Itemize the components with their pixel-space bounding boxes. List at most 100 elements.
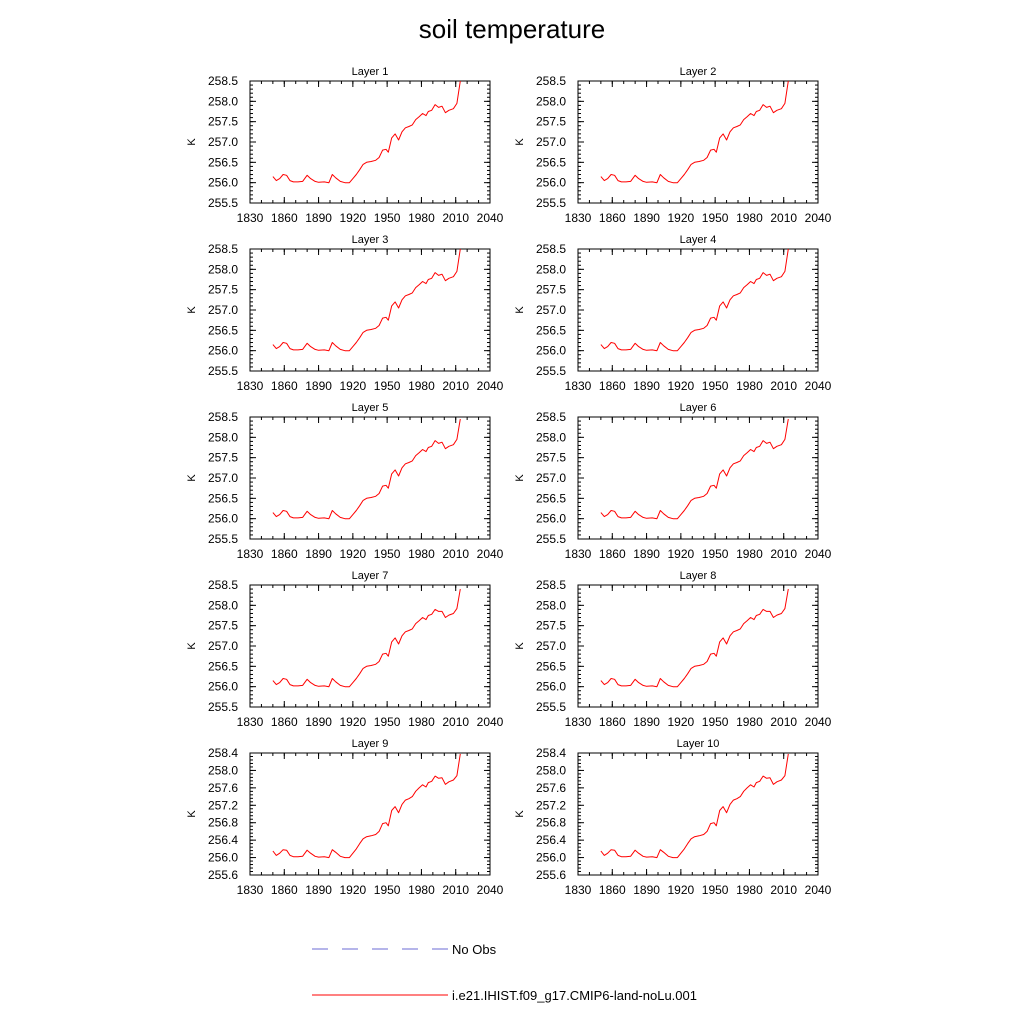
x-tick-label: 1980: [736, 883, 763, 897]
panel-title: Layer 4: [680, 234, 717, 246]
x-tick-label: 1890: [633, 379, 660, 393]
series-line: [272, 248, 461, 352]
y-tick-label: 256.5: [536, 155, 566, 169]
y-tick-label: 256.0: [536, 344, 566, 358]
y-tick-label: 255.5: [536, 700, 566, 714]
x-tick-label: 1920: [340, 883, 367, 897]
y-tick-label: 256.5: [536, 491, 566, 505]
x-tick-label: 1890: [633, 547, 660, 561]
series-line: [600, 248, 789, 352]
y-tick-label: 257.2: [208, 798, 238, 812]
x-tick-label: 1830: [237, 211, 264, 225]
panel-title: Layer 10: [677, 738, 720, 750]
y-tick-label: 257.5: [536, 115, 566, 129]
panel-5: Layer 5 K 258.5 258.0 257.5 257.0 256.5 256.0 25…: [186, 402, 504, 561]
x-tick-label: 2010: [442, 379, 469, 393]
x-tick-label: 1980: [736, 547, 763, 561]
y-tick-label: 256.5: [536, 659, 566, 673]
plot-frame: [577, 248, 819, 372]
plot-frame: [249, 416, 491, 540]
y-tick-label: 258.0: [536, 763, 566, 777]
x-tick-label: 1950: [702, 547, 729, 561]
legend-swatch-no-obs: [312, 948, 448, 950]
y-tick-label: 256.8: [536, 816, 566, 830]
panel-2: Layer 2 K 258.5 258.0 257.5 257.0 256.5 256.0 25…: [514, 66, 832, 225]
y-tick-label: 255.5: [208, 364, 238, 378]
x-tick-label: 1830: [237, 547, 264, 561]
x-tick-label: 1860: [271, 715, 298, 729]
x-tick-label: 1860: [271, 547, 298, 561]
y-tick-label: 258.0: [208, 598, 238, 612]
x-tick-label: 1860: [271, 379, 298, 393]
x-tick-label: 2040: [477, 211, 504, 225]
y-tick-label: 257.0: [208, 135, 238, 149]
plot-frame: [249, 584, 491, 708]
x-tick-label: 2040: [477, 883, 504, 897]
y-tick-label: 257.0: [536, 639, 566, 653]
panel-title: Layer 9: [352, 738, 389, 750]
x-tick-label: 1890: [305, 211, 332, 225]
y-tick-label: 258.4: [536, 746, 566, 760]
y-tick-label: 258.5: [208, 578, 238, 592]
x-tick-label: 1950: [702, 883, 729, 897]
y-tick-label: 256.5: [536, 323, 566, 337]
y-tick-label: 256.0: [208, 512, 238, 526]
panel-4: Layer 4 K 258.5 258.0 257.5 257.0 256.5 256.0 25…: [514, 234, 832, 393]
y-tick-label: 255.5: [208, 196, 238, 210]
series-line: [272, 589, 461, 688]
panel-title: Layer 5: [352, 402, 389, 414]
x-tick-label: 2040: [805, 379, 832, 393]
x-tick-label: 1890: [305, 379, 332, 393]
y-tick-label: 256.5: [208, 155, 238, 169]
y-tick-label: 256.0: [536, 176, 566, 190]
x-tick-label: 1950: [374, 379, 401, 393]
y-tick-label: 256.5: [208, 659, 238, 673]
x-tick-label: 1830: [565, 883, 592, 897]
y-tick-label: 256.0: [208, 344, 238, 358]
y-tick-label: 258.5: [536, 410, 566, 424]
x-tick-label: 1920: [340, 715, 367, 729]
panel-9: Layer 9 K 258.4 258.0 257.6 257.2 256.8 256.4 25…: [186, 738, 504, 897]
y-tick-label: 256.0: [536, 680, 566, 694]
y-tick-label: 257.5: [208, 451, 238, 465]
y-tick-label: 257.0: [536, 303, 566, 317]
y-tick-label: 256.4: [208, 833, 238, 847]
y-tick-label: 257.5: [536, 619, 566, 633]
plot-frame: [577, 752, 819, 876]
plot-frame: [577, 584, 819, 708]
x-tick-label: 1920: [340, 547, 367, 561]
y-axis-label: K: [186, 474, 198, 482]
x-tick-label: 1950: [702, 379, 729, 393]
y-tick-label: 257.0: [536, 135, 566, 149]
x-tick-label: 1950: [374, 715, 401, 729]
panel-title: Layer 2: [680, 66, 717, 78]
x-tick-label: 2010: [442, 715, 469, 729]
y-axis-label: K: [186, 642, 198, 650]
x-tick-label: 1950: [374, 547, 401, 561]
y-axis-label: K: [514, 642, 526, 650]
x-tick-label: 1860: [599, 379, 626, 393]
x-tick-label: 1920: [668, 547, 695, 561]
x-tick-label: 2010: [770, 715, 797, 729]
x-tick-label: 1890: [633, 211, 660, 225]
x-tick-label: 1980: [408, 547, 435, 561]
series-line: [600, 753, 789, 859]
panel-7: Layer 7 K 258.5 258.0 257.5 257.0 256.5 256.0 25…: [186, 570, 504, 729]
x-tick-label: 2010: [442, 547, 469, 561]
y-tick-label: 257.5: [208, 619, 238, 633]
y-tick-label: 256.0: [208, 176, 238, 190]
y-tick-label: 258.0: [536, 262, 566, 276]
x-tick-label: 1920: [668, 379, 695, 393]
x-tick-label: 1980: [736, 379, 763, 393]
panel-1: Layer 1 K 258.5 258.0 257.5 257.0 256.5 256.0 25…: [186, 66, 504, 225]
x-tick-label: 1920: [340, 379, 367, 393]
y-tick-label: 255.5: [536, 364, 566, 378]
y-tick-label: 258.5: [536, 74, 566, 88]
y-tick-label: 257.5: [536, 283, 566, 297]
y-tick-label: 257.5: [208, 283, 238, 297]
series-line: [272, 418, 461, 520]
x-tick-label: 1920: [668, 211, 695, 225]
x-tick-label: 1860: [599, 211, 626, 225]
x-tick-label: 1860: [599, 883, 626, 897]
